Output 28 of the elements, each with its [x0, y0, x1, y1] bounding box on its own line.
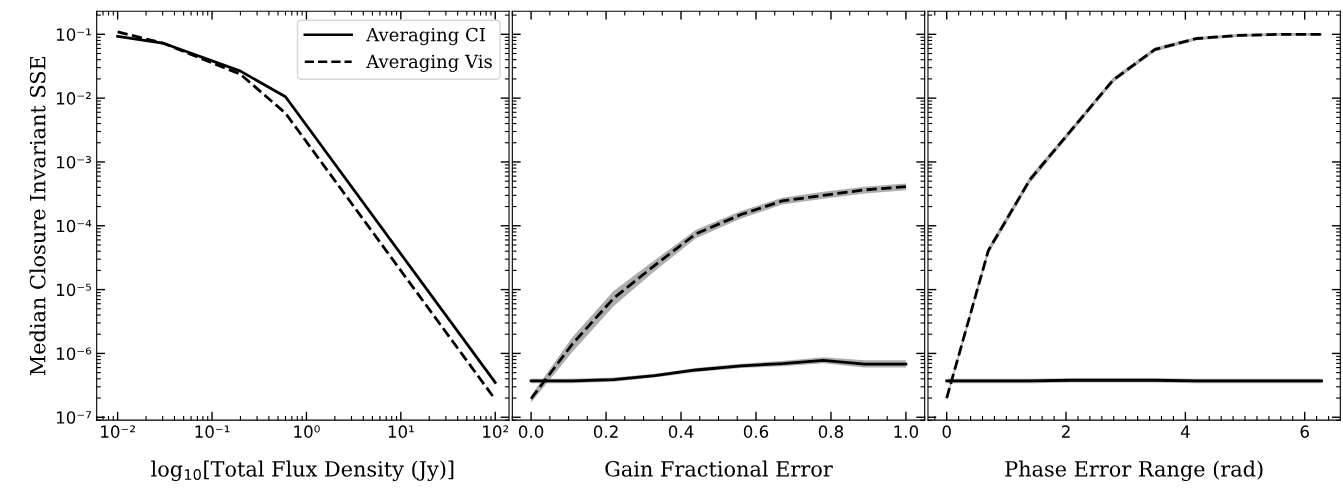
x-axis-title: Phase Error Range (rad)	[1005, 460, 1263, 482]
legend-label: Averaging CI	[366, 27, 485, 46]
x-tick-label: 0	[942, 425, 951, 438]
x-tick-label: 1.0	[894, 425, 919, 438]
y-tick-label: 10⁻²	[56, 92, 91, 105]
y-tick-label: 10⁻⁶	[56, 347, 92, 360]
x-tick-label: 2	[1061, 425, 1070, 438]
x-tick-label: 10⁻¹	[195, 425, 230, 438]
x-axis-title: Gain Fractional Error	[605, 460, 833, 477]
y-tick-label: 10⁻³	[56, 155, 91, 169]
y-tick-label: 10⁻⁵	[56, 283, 92, 297]
y-tick-label: 10⁻⁷	[56, 411, 92, 424]
x-tick-label: 0.6	[743, 425, 769, 438]
x-axis-title: log$_{10}$[Total Flux Density (Jy)]	[151, 460, 454, 482]
x-tick-label: 10¹	[388, 425, 414, 438]
y-tick-label: 10⁻¹	[56, 28, 91, 41]
y-axis-title: Median Closure Invariant SSE	[29, 56, 46, 376]
y-tick-label: 10⁻⁴	[56, 219, 92, 233]
legend-label: Averaging Vis	[366, 54, 492, 72]
x-tick-label: 0.0	[518, 425, 544, 438]
x-tick-label: 10²	[483, 425, 509, 438]
x-tick-label: 10⁰	[294, 425, 320, 438]
x-tick-label: 0.2	[593, 425, 618, 438]
x-tick-label: 6	[1300, 425, 1309, 438]
x-tick-label: 10⁻²	[101, 425, 135, 438]
x-tick-label: 4	[1180, 425, 1190, 438]
x-tick-label: 0.4	[668, 425, 694, 438]
x-tick-label: 0.8	[818, 425, 844, 438]
